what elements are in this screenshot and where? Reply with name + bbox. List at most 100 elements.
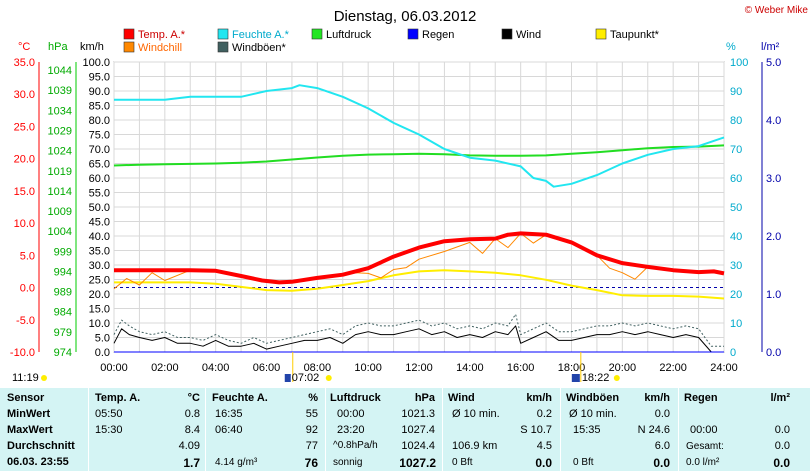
pressure-tick-label: 989 (54, 287, 72, 299)
temp-tick-label: 10.0 (14, 218, 35, 230)
rain-unit: l/m² (770, 392, 790, 404)
wind-avg: 4.5 (536, 440, 552, 452)
hum-current: 76 (304, 456, 318, 470)
wind-avg-label: Ø 10 min. (452, 408, 500, 420)
wind-unit: km/h (526, 392, 552, 404)
wind-tick-label: 45.0 (89, 217, 110, 229)
pressure-tick-label: 1029 (48, 125, 72, 137)
wind-tick-label: 95.0 (89, 72, 110, 84)
maxwert-label: MaxWert (7, 424, 53, 436)
press-unit: hPa (414, 392, 435, 404)
chart-title: Dienstag, 06.03.2012 (334, 8, 477, 25)
sunrise-time: 07:02 (292, 372, 320, 384)
humidity-tick-label: 80 (730, 115, 742, 127)
temp-tick-label: 15.0 (14, 186, 35, 198)
wind-tick-label: 25.0 (89, 275, 110, 287)
gust-avg-label: Ø 10 min. (569, 408, 617, 420)
press-avg: 1024.4 (401, 440, 435, 452)
wind-tick-label: 20.0 (89, 289, 110, 301)
hum-avg: 77 (305, 440, 318, 452)
wind-current: 0.0 (535, 456, 552, 470)
series-line-temp-a (114, 231, 725, 285)
humidity-tick-label: 20 (730, 289, 742, 301)
rain-current-label: 0.0 l/m² (686, 457, 720, 468)
x-tick-label: 06:00 (253, 362, 281, 374)
wind-tick-label: 90.0 (89, 86, 110, 98)
copyright-text: © Weber Mike (745, 5, 809, 16)
wind-tick-label: 55.0 (89, 188, 110, 200)
wind-title: Wind (448, 392, 475, 404)
pressure-tick-label: 1004 (48, 226, 72, 238)
sunset-icon (571, 374, 580, 382)
gust-unit: km/h (644, 392, 670, 404)
pressure-tick-label: 1019 (48, 166, 72, 178)
wind-axis-unit: km/h (80, 41, 104, 53)
wind-max: S 10.7 (520, 424, 552, 436)
x-tick-label: 14:00 (456, 362, 484, 374)
temp-axis-unit: °C (18, 41, 30, 53)
hum-title: Feuchte A. (212, 392, 268, 404)
rain-min: 0.0 (774, 424, 790, 436)
wind-tick-label: 70.0 (89, 144, 110, 156)
minwert-label: MinWert (7, 408, 51, 420)
humidity-tick-label: 100 (730, 57, 748, 69)
series-line-feuchte-a (114, 84, 725, 188)
humidity-tick-label: 0 (730, 347, 736, 359)
hum-max: 92 (305, 424, 318, 436)
series-line-luftdruck (113, 144, 725, 167)
legend-swatch (217, 41, 229, 53)
weather-chart: Dienstag, 06.03.2012 © Weber Mike Temp. A.… (10, 5, 809, 384)
hum-min: 55 (305, 408, 318, 420)
wind-tick-label: 0.0 (95, 347, 110, 359)
wind-bft: 0 Bft (452, 457, 473, 468)
x-tick-label: 20:00 (609, 362, 637, 374)
rain-total-label: Gesamt: (686, 441, 724, 452)
rain-tick-label: 5.0 (766, 57, 781, 69)
x-tick-label: 04:00 (202, 362, 230, 374)
column-divider (560, 388, 561, 471)
gust-max-time: 15:35 (573, 424, 601, 436)
pressure-tick-label: 984 (54, 307, 72, 319)
legend-label: Luftdruck (326, 29, 372, 41)
temp-avg: 4.09 (178, 440, 200, 452)
sunset-time: 18:22 (582, 372, 610, 384)
legend-swatch (217, 28, 229, 40)
wind-min: 0.2 (536, 408, 552, 420)
press-max: 1027.4 (401, 424, 435, 436)
column-divider (678, 388, 679, 471)
temp-current: 1.7 (183, 456, 200, 470)
pressure-tick-label: 979 (54, 327, 72, 339)
temp-title: Temp. A. (95, 392, 141, 404)
humidity-tick-label: 70 (730, 144, 742, 156)
rain-tick-label: 2.0 (766, 231, 781, 243)
rain-total: 0.0 (774, 440, 790, 452)
wind-tick-label: 10.0 (89, 318, 110, 330)
temp-max-time: 15:30 (95, 424, 123, 436)
press-min-time: 00:00 (337, 408, 365, 420)
legend-label: Regen (422, 29, 454, 41)
press-title: Luftdruck (330, 392, 381, 404)
legend-swatch (311, 28, 323, 40)
pressure-tick-label: 1039 (48, 85, 72, 97)
wind-tick-label: 30.0 (89, 260, 110, 272)
x-tick-label: 18:00 (558, 362, 586, 374)
temp-tick-label: 20.0 (14, 154, 35, 166)
pressure-tick-label: 1034 (48, 105, 72, 117)
legend-swatch (123, 41, 135, 53)
gust-bft: 0 Bft (573, 457, 594, 468)
wind-tick-label: 40.0 (89, 231, 110, 243)
legend-label: Wind (516, 29, 541, 41)
rain-tick-label: 0.0 (766, 347, 781, 359)
legend-label: Windböen* (232, 42, 287, 54)
pressure-tick-label: 1044 (48, 65, 72, 77)
wind-tick-label: 60.0 (89, 173, 110, 185)
legend-swatch (595, 28, 607, 40)
wind-tick-label: 5.0 (95, 333, 110, 345)
x-tick-label: 00:00 (100, 362, 128, 374)
wind-tick-label: 35.0 (89, 246, 110, 258)
temp-tick-label: 25.0 (14, 121, 35, 133)
temp-min-time: 05:50 (95, 408, 123, 420)
x-tick-label: 12:00 (405, 362, 433, 374)
sun-icon (325, 375, 332, 381)
humidity-tick-label: 10 (730, 318, 742, 330)
